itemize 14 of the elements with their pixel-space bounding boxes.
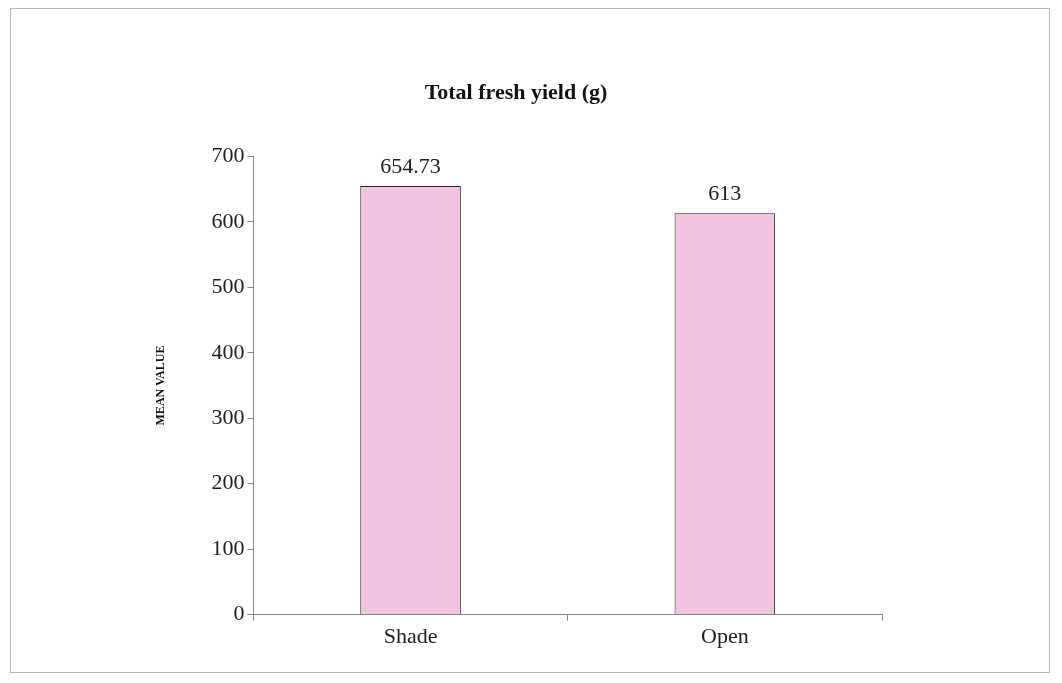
data-label: 654.73 [380, 152, 441, 178]
y-tick-label: 200 [211, 469, 245, 495]
y-axis-title: MEAN VALUE [153, 345, 168, 426]
y-tick-label: 0 [233, 600, 245, 626]
x-tick-label: Open [701, 622, 749, 648]
data-label: 613 [708, 180, 742, 206]
y-tick-label: 300 [211, 404, 245, 430]
y-tick-label: 700 [211, 142, 245, 168]
y-tick-label: 400 [211, 338, 245, 364]
chart-title: Total fresh yield (g) [424, 78, 608, 104]
x-tick-label: Shade [383, 622, 438, 648]
y-tick-label: 100 [211, 534, 245, 560]
y-tick-label: 600 [211, 207, 245, 233]
y-tick-label: 500 [211, 273, 245, 299]
